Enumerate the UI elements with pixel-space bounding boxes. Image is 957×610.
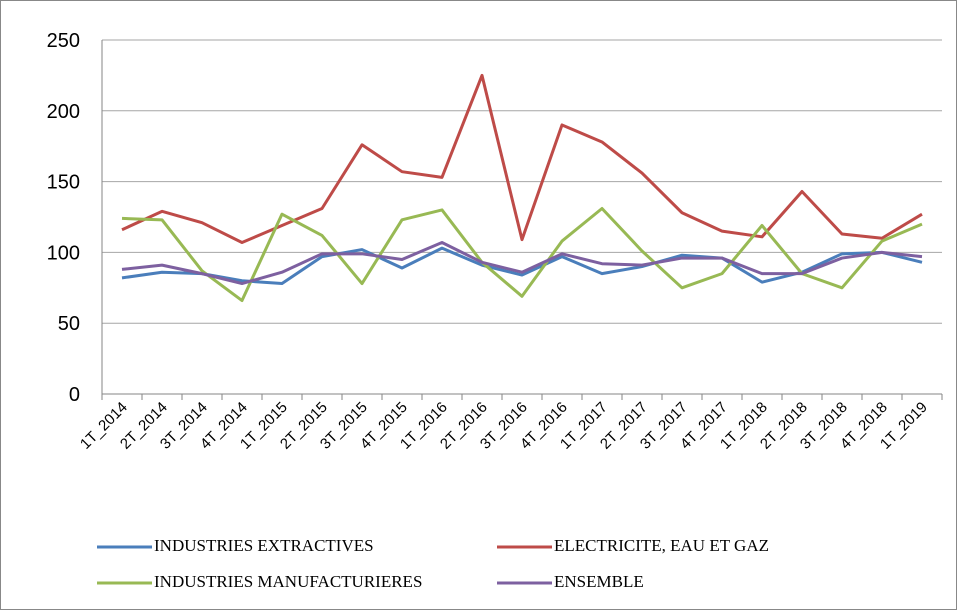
series-line bbox=[121, 240, 923, 286]
y-tick-label: 250 bbox=[47, 30, 80, 52]
series-line bbox=[121, 73, 923, 244]
legend-label: ENSEMBLE bbox=[554, 572, 644, 591]
series-line bbox=[121, 246, 923, 286]
y-tick-label: 150 bbox=[47, 172, 80, 194]
legend-label: INDUSTRIES MANUFACTURIERES bbox=[154, 572, 422, 591]
y-tick-label: 50 bbox=[58, 313, 80, 335]
y-tick-label: 200 bbox=[47, 101, 80, 123]
y-tick-label: 100 bbox=[47, 242, 80, 264]
y-tick-label: 0 bbox=[69, 384, 80, 406]
legend-label: ELECTRICITE, EAU ET GAZ bbox=[554, 536, 769, 555]
legend-label: INDUSTRIES EXTRACTIVES bbox=[154, 536, 374, 555]
series-line bbox=[121, 207, 923, 303]
